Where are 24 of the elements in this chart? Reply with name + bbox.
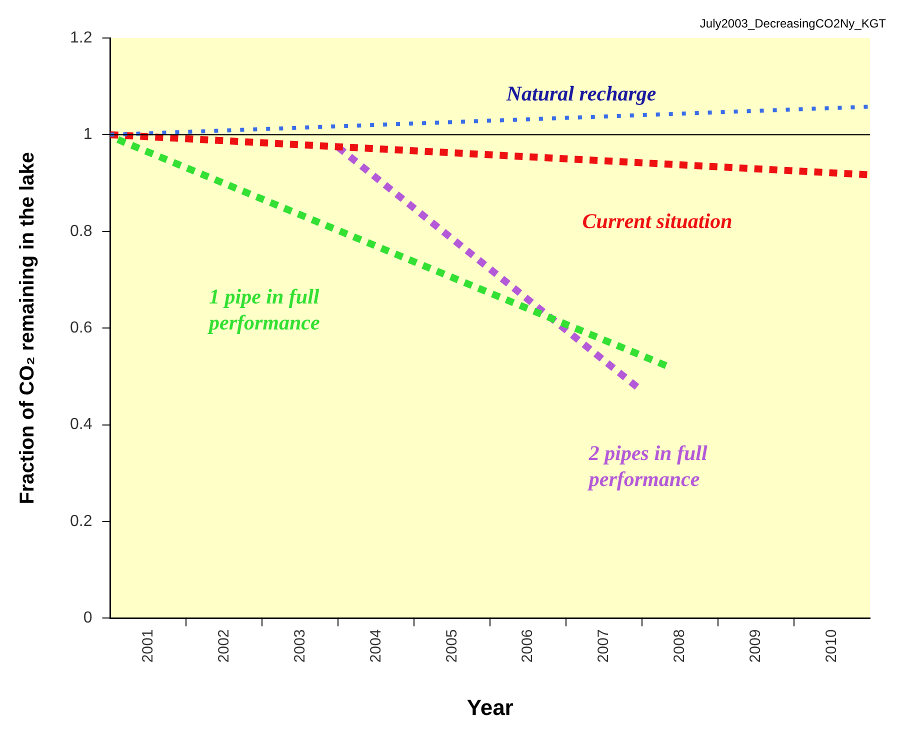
x-tick-label: 2002: [215, 629, 232, 663]
x-tick-label: 2003: [291, 629, 308, 663]
y-tick-label: 0.2: [70, 512, 92, 530]
series-label: Natural recharge: [505, 81, 656, 106]
x-tick-label: 2001: [139, 629, 156, 663]
y-tick-label: 0.8: [70, 222, 92, 240]
series-label: Current situation: [582, 208, 732, 233]
y-axis-title: Fraction of CO₂ remaining in the lake: [16, 152, 39, 504]
y-tick-label: 1.2: [70, 29, 92, 46]
text: 1 pipe in full performance: [207, 284, 320, 334]
y-tick-label: 0.4: [70, 416, 92, 434]
x-tick-label: 2009: [747, 629, 764, 663]
text: July2003_DecreasingCO2Ny_KGT: [700, 16, 887, 30]
x-axis-title: Year: [466, 694, 514, 720]
x-tick-label: 2010: [823, 629, 840, 663]
x-tick-label: 2007: [595, 629, 612, 663]
x-tick-label: 2006: [519, 629, 536, 663]
y-tick-label: 1: [83, 126, 92, 144]
x-tick-label: 2005: [443, 629, 460, 663]
y-tick-label: 0: [83, 610, 92, 627]
x-tick-label: 2004: [367, 629, 384, 663]
x-tick-label: 2008: [671, 629, 688, 663]
y-tick-label: 0.6: [70, 320, 92, 337]
text: 2 pipes in full performance: [586, 441, 708, 492]
